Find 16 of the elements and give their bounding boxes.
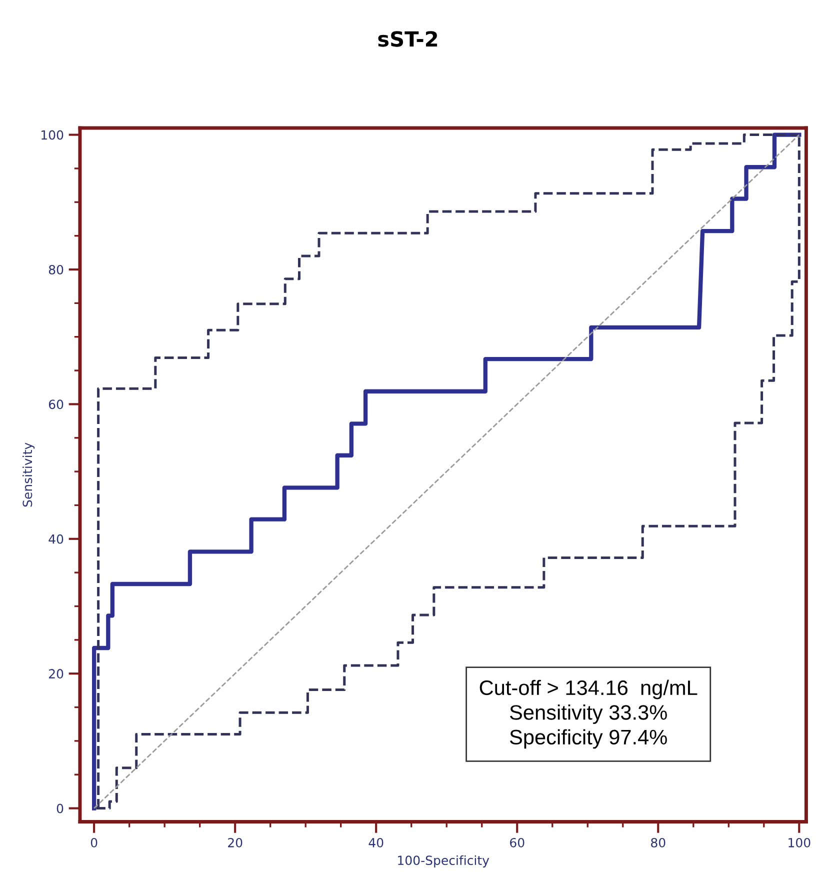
- x-tick-label: 60: [510, 838, 524, 848]
- y-axis-title: Sensitivity: [22, 442, 35, 507]
- x-axis-title: 100-Specificity: [398, 855, 490, 868]
- chart-title: sST-2: [378, 31, 438, 47]
- y-tick-label: 40: [48, 534, 64, 544]
- y-tick-label: 80: [48, 264, 64, 274]
- x-tick-label: 40: [368, 838, 384, 848]
- y-tick-label: 0: [56, 804, 64, 814]
- annotation: Cut-off > 134.16 ng/mL Sensitivity 33.3% Specificity 97.4%: [480, 680, 698, 749]
- x-tick-label: 100: [788, 838, 810, 848]
- y-tick-label: 20: [49, 669, 64, 679]
- x-tick-label: 20: [228, 838, 242, 848]
- x-tick-label: 80: [651, 838, 666, 848]
- y-tick-label: 100: [42, 130, 64, 140]
- y-tick-label: 60: [48, 400, 64, 410]
- x-tick-label: 0: [90, 838, 98, 848]
